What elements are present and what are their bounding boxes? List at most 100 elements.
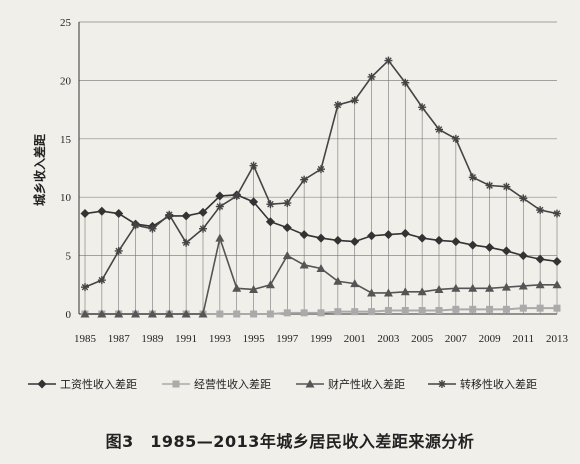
data-point bbox=[519, 304, 527, 312]
data-point bbox=[317, 309, 325, 317]
data-point bbox=[317, 165, 325, 174]
data-point bbox=[418, 306, 426, 314]
series-4 bbox=[81, 56, 561, 292]
data-point bbox=[333, 235, 343, 245]
data-point bbox=[417, 233, 427, 243]
data-point bbox=[215, 233, 225, 242]
data-point bbox=[452, 305, 460, 313]
data-point bbox=[148, 224, 157, 233]
data-point bbox=[434, 235, 444, 245]
data-point bbox=[131, 309, 141, 318]
x-tick-label: 2003 bbox=[377, 333, 400, 345]
data-point bbox=[97, 309, 107, 318]
data-point bbox=[80, 309, 90, 318]
data-point bbox=[114, 209, 124, 219]
data-point bbox=[552, 280, 562, 289]
data-point bbox=[451, 134, 460, 143]
data-point bbox=[316, 233, 326, 243]
data-point bbox=[435, 125, 443, 134]
x-tick-label: 2009 bbox=[479, 333, 502, 345]
data-point bbox=[435, 306, 443, 314]
data-point bbox=[316, 263, 326, 272]
data-point bbox=[198, 309, 208, 318]
data-point bbox=[501, 282, 511, 291]
data-point bbox=[250, 310, 258, 318]
legend: 工资性收入差距 经营性收入差距 财产性收入差距 转移性收入差距 bbox=[28, 377, 537, 391]
data-point bbox=[265, 217, 275, 227]
data-point bbox=[282, 251, 292, 260]
data-point bbox=[535, 280, 545, 289]
data-point bbox=[80, 209, 90, 219]
data-point bbox=[283, 309, 291, 317]
data-point bbox=[215, 202, 224, 211]
x-tick-label: 1991 bbox=[175, 333, 197, 345]
x-tick-label: 1997 bbox=[276, 333, 299, 345]
data-point bbox=[519, 194, 528, 203]
data-point bbox=[300, 309, 308, 317]
x-tick-label: 1995 bbox=[243, 333, 266, 345]
legend-item: 转移性收入差距 bbox=[428, 377, 537, 391]
data-point bbox=[299, 230, 309, 240]
data-point bbox=[367, 72, 376, 81]
data-point bbox=[468, 240, 478, 250]
x-tick-label: 1999 bbox=[310, 333, 333, 345]
data-point bbox=[486, 305, 494, 313]
data-point bbox=[249, 161, 258, 170]
data-point bbox=[469, 305, 477, 313]
y-tick-label: 15 bbox=[60, 134, 72, 146]
data-point bbox=[553, 209, 561, 218]
data-point bbox=[266, 200, 275, 209]
data-point bbox=[552, 256, 562, 266]
x-tick-label: 2001 bbox=[344, 333, 366, 345]
data-point bbox=[518, 251, 528, 261]
legend-marker bbox=[305, 379, 315, 388]
data-point bbox=[383, 288, 393, 297]
legend-item: 经营性收入差距 bbox=[162, 377, 271, 391]
data-point bbox=[350, 237, 360, 247]
data-point bbox=[334, 308, 342, 316]
data-point bbox=[518, 281, 528, 290]
data-point bbox=[283, 199, 292, 208]
data-point bbox=[232, 283, 242, 292]
data-point bbox=[400, 228, 410, 238]
data-point bbox=[350, 279, 360, 288]
data-point bbox=[182, 238, 191, 247]
data-point bbox=[383, 230, 393, 240]
data-point bbox=[367, 288, 377, 297]
x-tick-label: 2005 bbox=[411, 333, 434, 345]
data-point bbox=[233, 310, 241, 318]
data-point bbox=[434, 284, 444, 293]
data-point bbox=[165, 210, 174, 219]
x-tick-label: 1993 bbox=[209, 333, 232, 345]
data-point bbox=[131, 221, 140, 230]
y-tick-label: 5 bbox=[66, 251, 72, 263]
x-tick-label: 1987 bbox=[108, 333, 131, 345]
data-point bbox=[164, 309, 174, 318]
data-point bbox=[147, 309, 157, 318]
data-point bbox=[333, 100, 342, 109]
y-tick-label: 20 bbox=[60, 75, 72, 87]
data-point bbox=[216, 310, 224, 318]
data-point bbox=[485, 283, 495, 292]
data-point bbox=[401, 306, 409, 314]
legend-marker bbox=[438, 380, 446, 388]
data-point bbox=[451, 237, 461, 247]
legend-label: 经营性收入差距 bbox=[194, 377, 271, 391]
data-point bbox=[468, 283, 478, 292]
data-point bbox=[282, 223, 292, 233]
income-gap-line-chart: 0 5 10 15 20 25 1985 1987 1989 1991 1993 1995 1997 19… bbox=[28, 17, 569, 391]
data-point bbox=[81, 283, 89, 292]
x-tick-label: 1989 bbox=[141, 333, 164, 345]
legend-marker bbox=[172, 380, 180, 388]
legend-label: 工资性收入差距 bbox=[60, 377, 137, 391]
x-tick-label: 2007 bbox=[445, 333, 468, 345]
data-point bbox=[536, 206, 545, 215]
series-3 bbox=[80, 233, 562, 318]
data-point bbox=[384, 306, 392, 314]
data-point bbox=[485, 181, 494, 190]
data-point bbox=[536, 304, 544, 312]
axes bbox=[78, 21, 557, 315]
x-tick-label: 2013 bbox=[546, 333, 569, 345]
data-point bbox=[502, 305, 510, 313]
data-point bbox=[400, 287, 410, 296]
